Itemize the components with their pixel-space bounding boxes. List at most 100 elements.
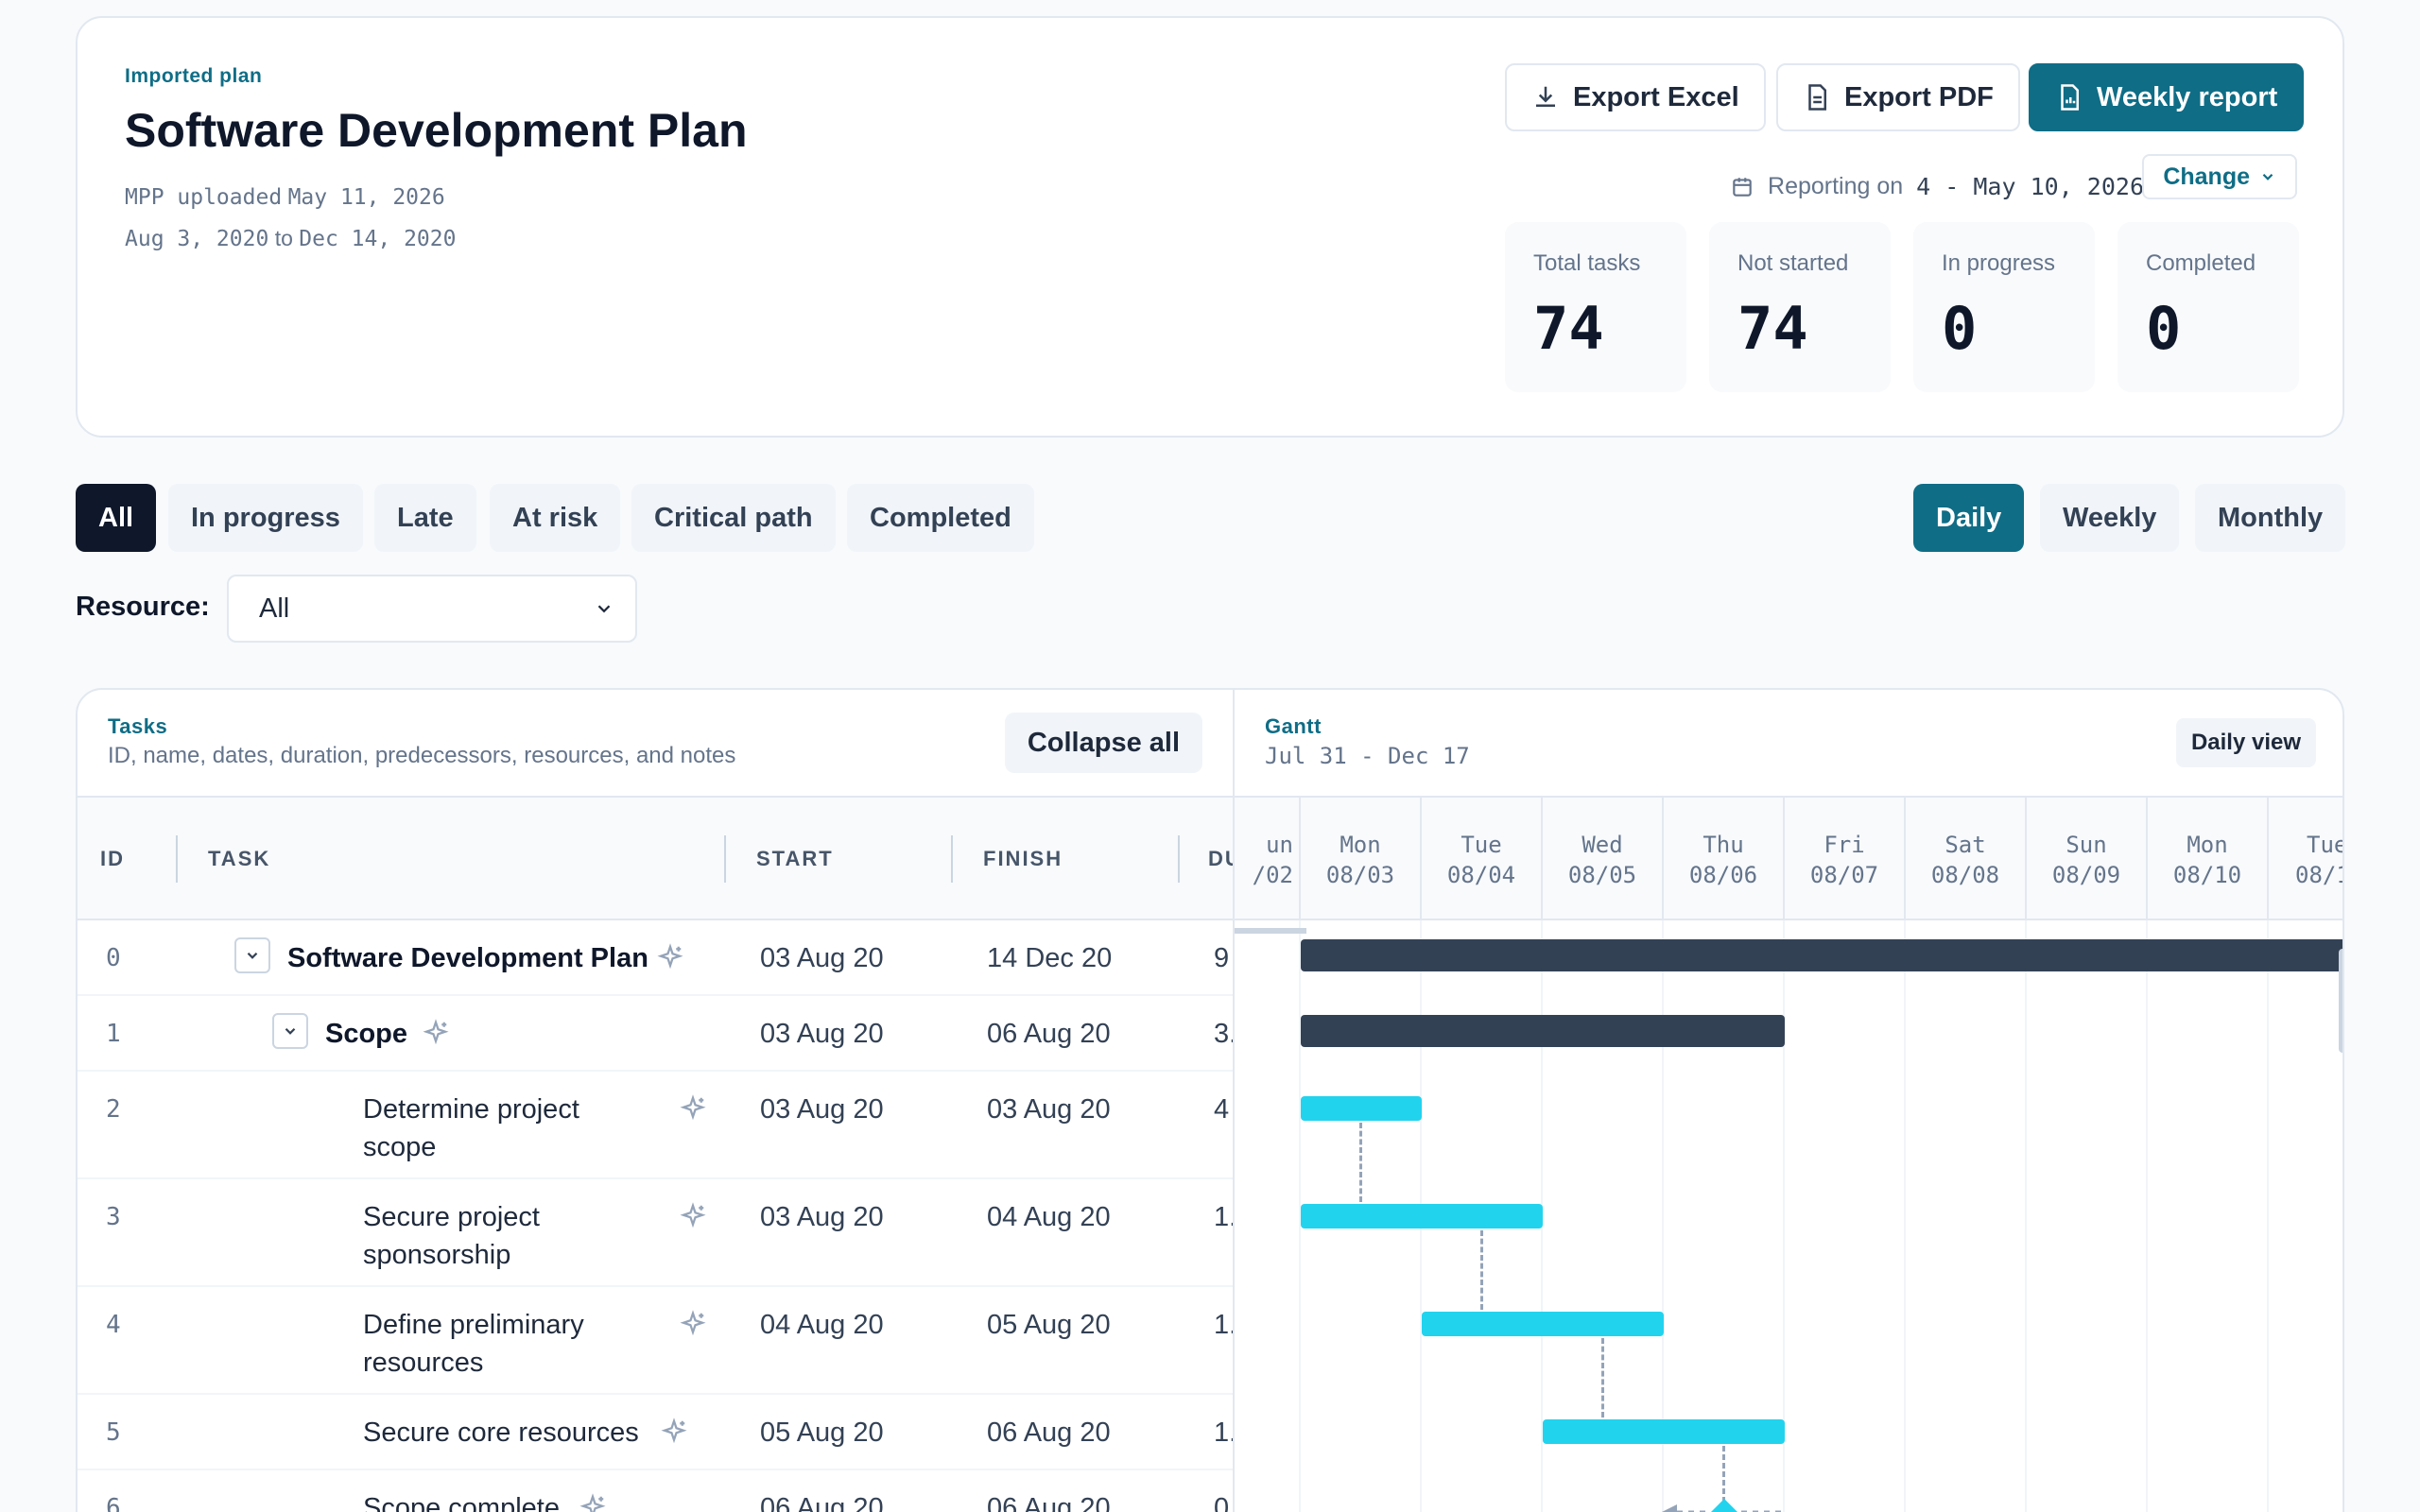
upload-meta: MPP uploaded May 11, 2026	[125, 184, 445, 210]
collapse-all-button[interactable]: Collapse all	[1004, 713, 1202, 773]
table-row[interactable]: 4 Define preliminary resources 04 Aug 20…	[78, 1287, 1236, 1395]
view-monthly[interactable]: Monthly	[2195, 484, 2346, 552]
filter-late[interactable]: Late	[374, 484, 476, 552]
stat-label: Total tasks	[1533, 250, 1641, 276]
schedule-panel: Tasks ID, name, dates, duration, predece…	[76, 688, 2344, 1512]
day-header: Thu 08/06	[1662, 798, 1783, 920]
summary-bar[interactable]	[1301, 1015, 1785, 1047]
task-name: Scope complete	[363, 1493, 560, 1512]
table-row[interactable]: 3 Secure project sponsorship 03 Aug 20 0…	[78, 1179, 1236, 1287]
table-row[interactable]: 0 Software Development Plan 03 Aug 20 14…	[78, 920, 1233, 996]
column-resize-handle[interactable]	[951, 835, 953, 883]
row-id: 2	[106, 1095, 121, 1124]
sparkle-icon[interactable]	[679, 1094, 707, 1123]
table-row[interactable]: 1 Scope 03 Aug 20 06 Aug 20 3.	[78, 996, 1236, 1072]
task-bar[interactable]	[1301, 1204, 1543, 1228]
export-excel-button[interactable]: Export Excel	[1505, 63, 1766, 131]
filter-in-progress[interactable]: In progress	[168, 484, 363, 552]
task-start: 06 Aug 20	[760, 1493, 884, 1512]
filter-at-risk[interactable]: At risk	[490, 484, 621, 552]
row-id: 6	[106, 1494, 121, 1512]
collapse-toggle[interactable]	[272, 1013, 308, 1049]
change-reporting-button[interactable]: Change	[2142, 154, 2297, 199]
table-row[interactable]: 6 Scope complete 06 Aug 20 06 Aug 20 0	[78, 1470, 1233, 1512]
sparkle-icon[interactable]	[579, 1493, 607, 1512]
resource-select[interactable]: All	[227, 575, 637, 643]
column-id[interactable]: ID	[100, 847, 125, 870]
date-range: Aug 3, 2020 to Dec 14, 2020	[125, 226, 456, 251]
task-name-line: Define preliminary	[363, 1310, 584, 1340]
dependency-line	[1359, 1123, 1362, 1202]
dependency-line	[1601, 1338, 1604, 1418]
stat-label: In progress	[1942, 250, 2056, 276]
gantt-title: Gantt	[1265, 714, 1322, 738]
milestone-diamond[interactable]	[1658, 1495, 1790, 1512]
filter-all[interactable]: All	[76, 484, 157, 552]
grid-line	[2146, 920, 2148, 1512]
filter-completed[interactable]: Completed	[847, 484, 1034, 552]
view-daily[interactable]: Daily	[1913, 484, 2025, 552]
sparkle-icon[interactable]	[656, 943, 684, 971]
summary-bar[interactable]	[1301, 939, 2342, 971]
task-bar[interactable]	[1422, 1312, 1664, 1336]
task-name: Scope	[325, 1019, 408, 1049]
table-row[interactable]: 5 Secure core resources 05 Aug 20 06 Aug…	[78, 1395, 1236, 1470]
calendar-icon	[1733, 177, 1752, 197]
row-id: 0	[106, 944, 121, 972]
chevron-down-icon	[2262, 173, 2273, 180]
horizontal-scrollbar[interactable]	[1235, 928, 1306, 934]
range-to: to	[274, 226, 293, 250]
day-header: Fri 08/07	[1783, 798, 1904, 920]
column-resize-handle[interactable]	[724, 835, 726, 883]
column-task[interactable]: TASK	[208, 847, 271, 870]
task-start: 03 Aug 20	[760, 1019, 884, 1049]
eyebrow-label: Imported plan	[125, 65, 263, 87]
tasks-subtitle: ID, name, dates, duration, predecessors,…	[108, 743, 736, 768]
vertical-scrollbar[interactable]	[2339, 949, 2342, 1053]
daily-view-button[interactable]: Daily view	[2175, 718, 2316, 767]
collapse-toggle[interactable]	[234, 937, 270, 973]
page-title: Software Development Plan	[125, 104, 748, 157]
column-finish[interactable]: FINISH	[983, 847, 1063, 870]
resource-value: All	[259, 593, 290, 624]
range-start: Aug 3, 2020	[125, 227, 269, 251]
export-excel-label: Export Excel	[1573, 81, 1739, 112]
task-table-header: ID TASK START FINISH DU	[78, 798, 1240, 920]
column-resize-handle[interactable]	[1178, 835, 1180, 883]
stat-total-tasks: Total tasks 74	[1505, 222, 1686, 392]
view-weekly[interactable]: Weekly	[2040, 484, 2180, 552]
sparkle-icon[interactable]	[679, 1202, 707, 1230]
task-duration: 0	[1214, 1493, 1230, 1512]
task-finish: 06 Aug 20	[987, 1019, 1111, 1049]
task-name: Define preliminary resources	[363, 1306, 584, 1382]
task-bar[interactable]	[1543, 1419, 1785, 1444]
stat-label: Not started	[1737, 250, 1849, 276]
day-header: Mon 08/03	[1299, 798, 1420, 920]
task-bar[interactable]	[1301, 1096, 1422, 1121]
sparkle-icon[interactable]	[422, 1019, 450, 1047]
stat-label: Completed	[2146, 250, 2256, 276]
table-row[interactable]: 2 Determine project scope 03 Aug 20 03 A…	[78, 1072, 1233, 1179]
sparkle-icon[interactable]	[660, 1418, 688, 1446]
dependency-line	[1722, 1446, 1725, 1503]
gantt-panel-header: Gantt Jul 31 - Dec 17 Daily view	[1233, 690, 2342, 798]
export-pdf-button[interactable]: Export PDF	[1776, 63, 2020, 131]
stat-value: 0	[2146, 294, 2182, 363]
weekly-report-label: Weekly report	[2097, 81, 2278, 112]
column-resize-handle[interactable]	[176, 835, 178, 883]
gantt-chart[interactable]: un/02 Mon 08/03 Tue 08/04 Wed 08/05 Thu 08/0…	[1233, 798, 2342, 1512]
task-finish: 06 Aug 20	[987, 1493, 1111, 1512]
day-header: un/02	[1235, 798, 1299, 920]
document-icon	[1808, 84, 1826, 111]
weekly-report-button[interactable]: Weekly report	[2029, 63, 2305, 131]
sparkle-icon[interactable]	[679, 1310, 707, 1338]
tasks-panel-header: Tasks ID, name, dates, duration, predece…	[78, 690, 1233, 798]
export-pdf-label: Export PDF	[1844, 81, 1994, 112]
column-start[interactable]: START	[756, 847, 834, 870]
filter-critical-path[interactable]: Critical path	[631, 484, 836, 552]
task-duration: 4	[1214, 1094, 1230, 1125]
reporting-period: Reporting on 4 - May 10, 2026	[1730, 173, 2144, 200]
uploaded-label: MPP uploaded	[125, 185, 283, 210]
task-start: 04 Aug 20	[760, 1310, 884, 1340]
